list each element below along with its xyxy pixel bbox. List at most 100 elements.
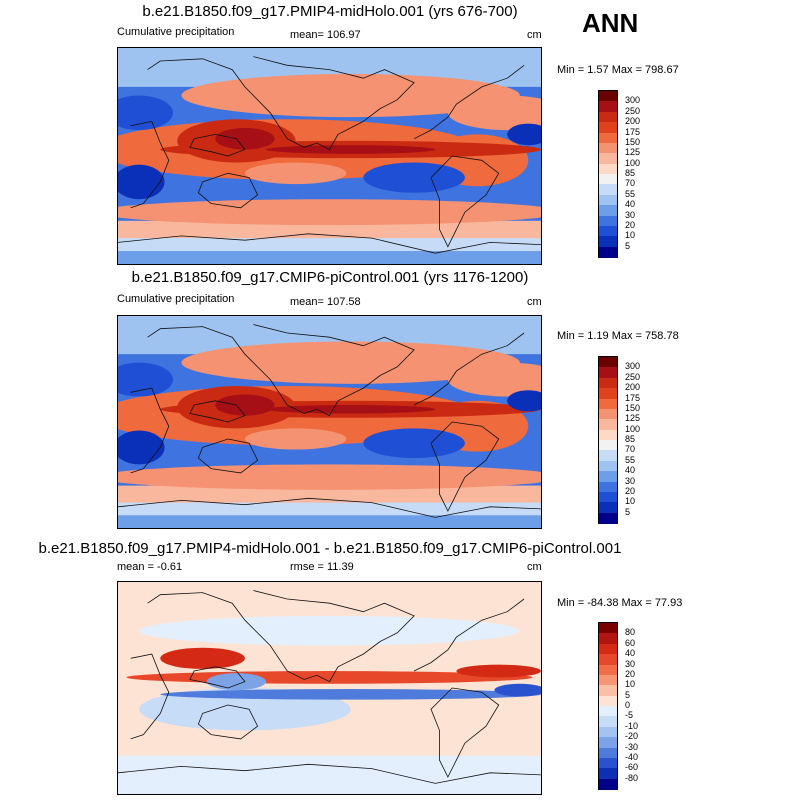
colorbar-tick-label: 40 bbox=[625, 465, 636, 476]
colorbar-segment bbox=[599, 377, 617, 389]
colorbar-segment bbox=[599, 643, 617, 655]
panel-3-map-field bbox=[118, 582, 541, 794]
colorbar-tick-label: 200 bbox=[625, 116, 641, 127]
colorbar-segment bbox=[599, 664, 617, 676]
panel-3-title: b.e21.B1850.f09_g17.PMIP4-midHolo.001 - … bbox=[38, 540, 622, 557]
colorbar-tick-label: -20 bbox=[625, 731, 639, 742]
panel-1-mean-label: mean= 106.97 bbox=[290, 29, 361, 41]
colorbar-tick-label: 55 bbox=[625, 188, 636, 199]
colorbar-segment bbox=[599, 778, 617, 790]
colorbar-segment bbox=[599, 737, 617, 748]
colorbar-segment bbox=[599, 747, 617, 759]
panel-2-map bbox=[117, 315, 542, 529]
colorbar-tick-label: 125 bbox=[625, 147, 641, 158]
colorbar-tick-label: 150 bbox=[625, 136, 641, 147]
colorbar-segment bbox=[599, 246, 617, 258]
precip-field bbox=[118, 48, 541, 264]
panel-3-rmse-label: rmse = 11.39 bbox=[290, 561, 354, 573]
colorbar-segment bbox=[599, 502, 617, 514]
colorbar-tick-label: 85 bbox=[625, 434, 636, 444]
colorbar-segment bbox=[599, 163, 617, 175]
coastline-path bbox=[118, 763, 541, 784]
colorbar-tick-label: 175 bbox=[625, 392, 641, 403]
colorbar-segment bbox=[599, 111, 617, 123]
colorbar-segment bbox=[599, 408, 617, 420]
colorbar-segment bbox=[599, 194, 617, 206]
colorbar-segment bbox=[599, 633, 617, 645]
colorbar-tick-label: 30 bbox=[625, 475, 636, 486]
panel-3-mean-label: mean = -0.61 bbox=[117, 561, 183, 573]
coastline-path bbox=[130, 120, 170, 209]
panel-1-map bbox=[117, 47, 542, 265]
colorbar-segment bbox=[599, 132, 617, 144]
colorbar-segment bbox=[599, 491, 617, 503]
coastline-path bbox=[130, 387, 170, 474]
coastlines bbox=[118, 590, 541, 784]
diff-field bbox=[118, 582, 541, 794]
colorbar-segment bbox=[599, 225, 617, 237]
colorbar-tick-label: 80 bbox=[625, 627, 636, 638]
coastline-path bbox=[413, 332, 525, 406]
coastlines bbox=[118, 324, 541, 518]
colorbar-tick-label: 70 bbox=[625, 444, 636, 455]
colorbar-segment bbox=[599, 654, 617, 665]
coastline-path bbox=[430, 155, 500, 248]
panel-1-map-field bbox=[118, 48, 541, 264]
colorbar-tick-label: 5 bbox=[625, 689, 631, 700]
coastline-path bbox=[189, 400, 246, 423]
colorbar-tick-label: 200 bbox=[625, 382, 641, 393]
colorbar-segment bbox=[599, 367, 617, 379]
colorbar-segment bbox=[599, 481, 617, 493]
panel-1-minmax: Min = 1.57 Max = 798.67 bbox=[557, 64, 679, 76]
colorbar-segment bbox=[599, 142, 617, 154]
panel-1-title: b.e21.B1850.f09_g17.PMIP4-midHolo.001 (y… bbox=[142, 3, 518, 20]
coastline-path bbox=[189, 133, 246, 157]
colorbar-tick-label: 85 bbox=[625, 168, 636, 178]
colorbar-tick-label: 10 bbox=[625, 496, 636, 507]
colorbar-segment bbox=[599, 205, 617, 216]
panel-2-map-field bbox=[118, 316, 541, 528]
panel-1-left-label: Cumulative precipitation bbox=[117, 26, 235, 38]
panel-2-left-label: Cumulative precipitation bbox=[117, 293, 235, 305]
coastline-path bbox=[147, 56, 415, 151]
colorbar-segment bbox=[599, 460, 617, 472]
colorbar-segment bbox=[599, 419, 617, 431]
colorbar-segment bbox=[599, 512, 617, 524]
coastline-path bbox=[197, 704, 259, 740]
colorbar-tick-label: 30 bbox=[625, 209, 636, 220]
colorbar-tick-label: 0 bbox=[625, 700, 631, 710]
colorbar-tick-label: 300 bbox=[625, 361, 641, 372]
colorbar-tick-label: -30 bbox=[625, 741, 639, 752]
colorbar-tick-label: 100 bbox=[625, 157, 641, 168]
colorbar-tick-label: 70 bbox=[625, 178, 636, 189]
colorbar-segment bbox=[599, 716, 617, 728]
colorbar-segment bbox=[599, 695, 617, 707]
colorbar-segment bbox=[599, 706, 617, 717]
coastline-path bbox=[130, 653, 170, 740]
coastline-path bbox=[413, 64, 525, 140]
panel-3-map bbox=[117, 581, 542, 795]
coastline-path bbox=[147, 590, 415, 683]
colorbar-tick-label: 10 bbox=[625, 230, 636, 241]
colorbar-segment bbox=[599, 357, 617, 368]
colorbar-segment bbox=[599, 757, 617, 769]
colorbar-segment bbox=[599, 388, 617, 399]
colorbar-segment bbox=[599, 236, 617, 248]
coastlines bbox=[118, 56, 541, 254]
colorbar-segment bbox=[599, 726, 617, 738]
panel-1-units: cm bbox=[527, 29, 542, 41]
panel-2-units: cm bbox=[527, 296, 542, 308]
colorbar-segment bbox=[599, 174, 617, 185]
colorbar-segment bbox=[599, 768, 617, 780]
coastline-path bbox=[118, 233, 541, 254]
colorbar-segment bbox=[599, 91, 617, 102]
colorbar-tick-label: 5 bbox=[625, 240, 631, 251]
colorbar-segment bbox=[599, 429, 617, 441]
colorbar-segment bbox=[599, 153, 617, 165]
panel-3-minmax: Min = -84.38 Max = 77.93 bbox=[557, 597, 683, 609]
coastline-path bbox=[197, 438, 259, 474]
colorbar-tick-label: 250 bbox=[625, 105, 641, 116]
colorbar-tick-label: 300 bbox=[625, 95, 641, 106]
colorbar-tick-label: 20 bbox=[625, 668, 636, 679]
coastline-path bbox=[430, 421, 500, 512]
